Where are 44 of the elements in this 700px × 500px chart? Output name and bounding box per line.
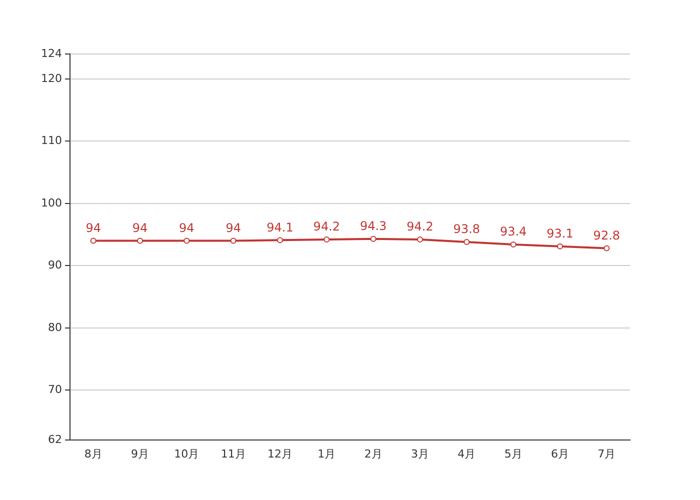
data-label: 94 [86, 220, 101, 235]
point [230, 238, 236, 244]
x-tick-label: 6月 [551, 447, 569, 460]
data-label: 94.3 [360, 219, 387, 234]
x-tick-label: 9月 [131, 447, 149, 460]
y-tick-label: 110 [41, 134, 62, 148]
x-tick-label: 11月 [220, 447, 246, 460]
data-label: 92.8 [593, 228, 620, 242]
x-tick-label: 8月 [84, 447, 102, 460]
data-label: 94 [226, 220, 241, 235]
data-label: 94 [179, 220, 194, 235]
point [604, 245, 610, 252]
y-tick-label: 80 [48, 320, 62, 334]
y-tick-label: 100 [41, 196, 62, 210]
data-label: 93.4 [500, 224, 527, 239]
data-label: 93.8 [453, 222, 480, 236]
data-label: 94 [132, 220, 148, 235]
x-tick-label: 5月 [504, 447, 522, 460]
x-tick-label: 4月 [458, 447, 476, 460]
y-tick-label: 62 [48, 432, 62, 446]
point [464, 239, 470, 246]
y-tick-label: 120 [41, 72, 62, 85]
x-tick-label: 3月 [411, 447, 429, 460]
point [324, 236, 330, 243]
data-label: 94.2 [406, 220, 434, 234]
x-tick-label: 2月 [364, 447, 382, 460]
x-tick-label: 1月 [318, 447, 336, 460]
point [277, 237, 283, 244]
point [90, 238, 96, 244]
y-tick-label: 90 [48, 258, 62, 272]
x-tick-label: 10月 [174, 447, 200, 460]
x-tick-label: 7月 [598, 447, 616, 460]
point [184, 238, 190, 244]
data-label: 94.1 [266, 220, 294, 234]
point [510, 242, 516, 248]
x-tick-label: 12月 [268, 447, 292, 460]
y-tick-label: 124 [41, 46, 62, 60]
point [417, 236, 423, 243]
point [370, 236, 376, 242]
y-tick-label: 70 [48, 383, 62, 396]
data-label: 94.2 [313, 220, 340, 234]
point [557, 243, 563, 250]
point [137, 238, 143, 244]
data-label: 93.1 [546, 226, 574, 240]
